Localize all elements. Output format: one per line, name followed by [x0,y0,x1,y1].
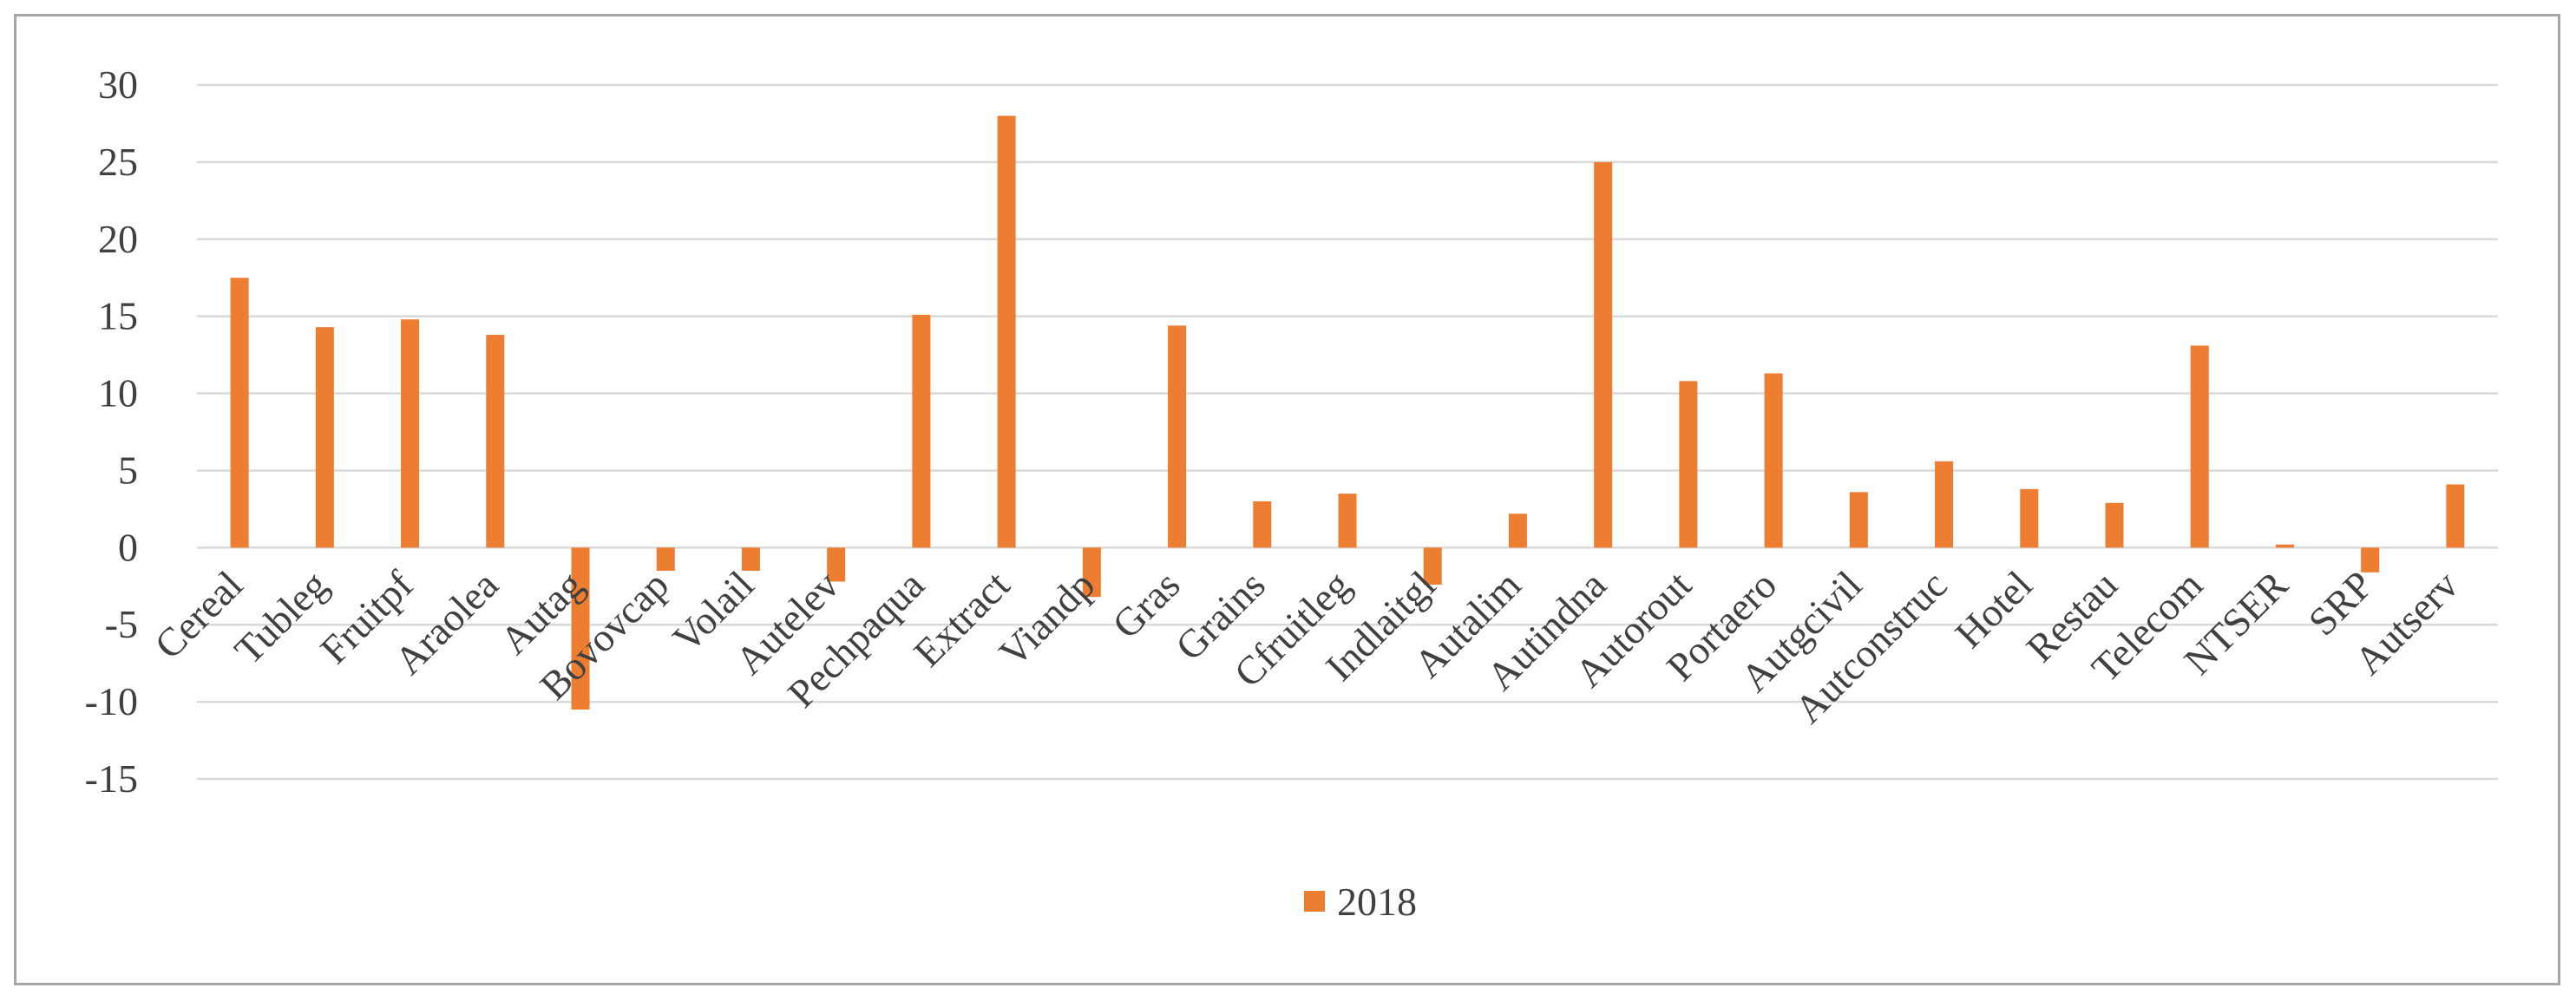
category-label: Viandp [991,562,1104,675]
bar [2020,488,2039,548]
category-label: Extract [905,562,1018,675]
bar [1679,381,1698,548]
bar [1935,461,1954,548]
y-axis-ticks: 30 25 20 15 10 5 0 -5 -10 -15 [85,62,138,801]
bar [656,547,675,571]
y-tick-label: 25 [98,140,138,184]
y-tick-label: 0 [118,525,138,569]
bar [741,547,760,571]
bar [571,547,590,710]
bar [315,327,334,548]
y-tick-label: 30 [98,62,138,107]
bar [2446,484,2465,548]
bar [1508,514,1527,548]
y-tick-label: 10 [98,371,138,415]
bar [997,115,1016,548]
bar [2275,544,2294,548]
bar-chart: 30 25 20 15 10 5 0 -5 -10 -15 CerealTublegFruitpf… [85,62,2498,924]
bar [230,278,249,548]
bar [1253,501,1272,548]
bar [2105,502,2124,548]
category-labels: CerealTublegFruitpfAraoleaAutagBovovcapV… [146,562,2467,732]
y-tick-label: 20 [98,217,138,261]
legend: 2018 [1304,880,1417,924]
bar [1082,547,1101,598]
bar [1849,492,1868,548]
category-label: Tubleg [226,562,336,672]
y-tick-label: 5 [118,448,138,492]
bar [2190,345,2209,548]
bar [486,335,505,548]
y-tick-label: -10 [85,679,138,723]
bar [827,547,846,582]
y-tick-label: 15 [98,294,138,338]
bar [1594,161,1613,548]
y-tick-label: -15 [85,756,138,801]
bar [1338,494,1357,548]
bar [1764,373,1783,548]
bar [1168,325,1187,548]
legend-label: 2018 [1337,880,1417,924]
bar [2361,547,2380,572]
bar [912,314,931,548]
chart-frame: 30 25 20 15 10 5 0 -5 -10 -15 Cereal Tubleg Fruitpf… [14,14,2560,985]
bar [401,319,420,548]
bar [1423,547,1442,585]
y-tick-label: -5 [105,602,138,646]
bars [230,115,2465,710]
legend-swatch [1304,891,1325,912]
